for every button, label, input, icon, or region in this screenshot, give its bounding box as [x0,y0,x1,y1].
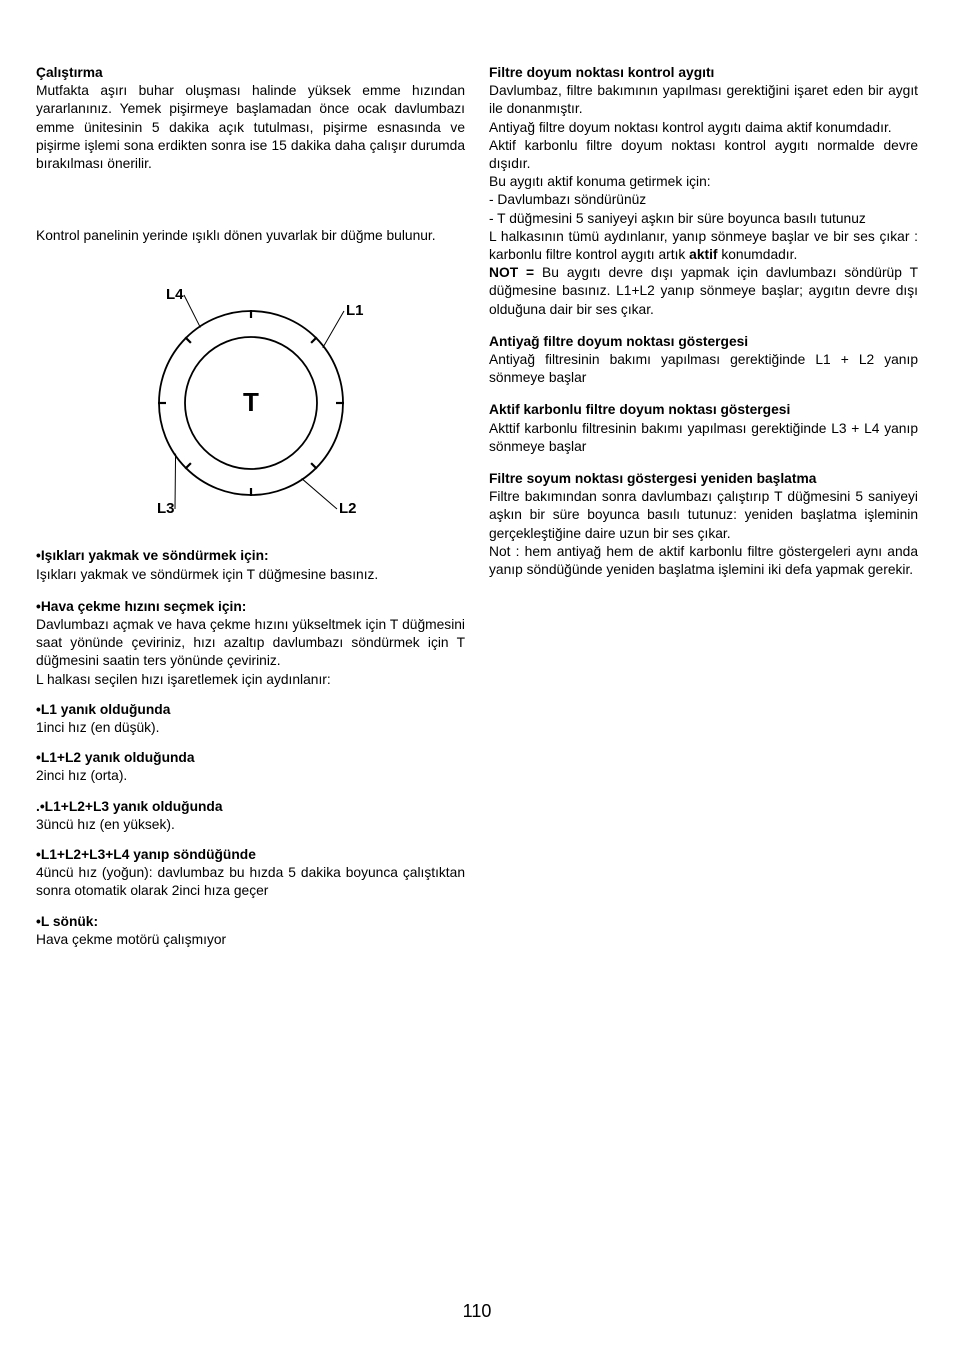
heading-reset: Filtre soyum noktası göstergesi yeniden … [489,470,918,488]
heading-l1234: •L1+L2+L3+L4 yanıp söndüğünde [36,846,465,864]
paragraph: - T düğmesini 5 saniyeyi aşkın bir süre … [489,210,918,228]
paragraph: Aktif karbonlu filtre doyum noktası kont… [489,137,918,173]
paragraph: 1inci hız (en düşük). [36,719,465,737]
svg-text:L3: L3 [157,500,175,517]
left-column: Çalıştırma Mutfakta aşırı buhar oluşması… [36,64,465,949]
paragraph: 3üncü hız (en yüksek). [36,816,465,834]
heading-l1: •L1 yanık olduğunda [36,701,465,719]
paragraph: Işıkları yakmak ve söndürmek için T düğm… [36,566,465,584]
page-number: 110 [0,1301,954,1322]
paragraph: Bu aygıtı aktif konuma getirmek için: [489,173,918,191]
svg-text:T: T [243,387,259,417]
two-column-layout: Çalıştırma Mutfakta aşırı buhar oluşması… [36,64,918,949]
text: Bu aygıtı devre dışı yapmak için davlumb… [489,265,918,316]
paragraph: NOT = Bu aygıtı devre dışı yapmak için d… [489,264,918,319]
paragraph: Davlumbazı açmak ve hava çekme hızını yü… [36,616,465,671]
paragraph: Davlumbaz, filtre bakımının yapılması ge… [489,82,918,118]
paragraph: Mutfakta aşırı buhar oluşması halinde yü… [36,82,465,173]
paragraph: L halkası seçilen hızı işaretlemek için … [36,671,465,689]
heading-operation: Çalıştırma [36,64,465,82]
paragraph: Antiyağ filtresinin bakımı yapılması ger… [489,351,918,387]
heading-lights: •Işıkları yakmak ve söndürmek için: [36,547,465,565]
text-bold: NOT = [489,265,534,280]
heading-speed: •Hava çekme hızını seçmek için: [36,598,465,616]
paragraph: Antiyağ filtre doyum noktası kontrol ayg… [489,119,918,137]
svg-text:L4: L4 [166,286,184,303]
paragraph: - Davlumbazı söndürünüz [489,191,918,209]
heading-l12: •L1+L2 yanık olduğunda [36,749,465,767]
paragraph: Kontrol panelinin yerinde ışıklı dönen y… [36,227,465,245]
paragraph: 2inci hız (orta). [36,767,465,785]
paragraph: Akttif karbonlu filtresinin bakımı yapıl… [489,420,918,456]
paragraph: Not : hem antiyağ hem de aktif karbonlu … [489,543,918,579]
heading-antigrease: Antiyağ filtre doyum noktası göstergesi [489,333,918,351]
text: konumdadır. [718,247,798,262]
text-bold: aktif [689,247,717,262]
control-dial-diagram: T L4 L1 L3 L2 [121,273,381,533]
heading-l123: .•L1+L2+L3 yanık olduğunda [36,798,465,816]
paragraph: L halkasının tümü aydınlanır, yanıp sönm… [489,228,918,264]
paragraph: 4üncü hız (yoğun): davlumbaz bu hızda 5 … [36,864,465,900]
heading-loff: •L sönük: [36,913,465,931]
paragraph: Hava çekme motörü çalışmıyor [36,931,465,949]
paragraph: Filtre bakımından sonra davlumbazı çalış… [489,488,918,543]
right-column: Filtre doyum noktası kontrol aygıtı Davl… [489,64,918,949]
heading-carbon: Aktif karbonlu filtre doyum noktası göst… [489,401,918,419]
heading-filter-sat: Filtre doyum noktası kontrol aygıtı [489,64,918,82]
svg-text:L2: L2 [339,500,357,517]
svg-text:L1: L1 [346,302,364,319]
